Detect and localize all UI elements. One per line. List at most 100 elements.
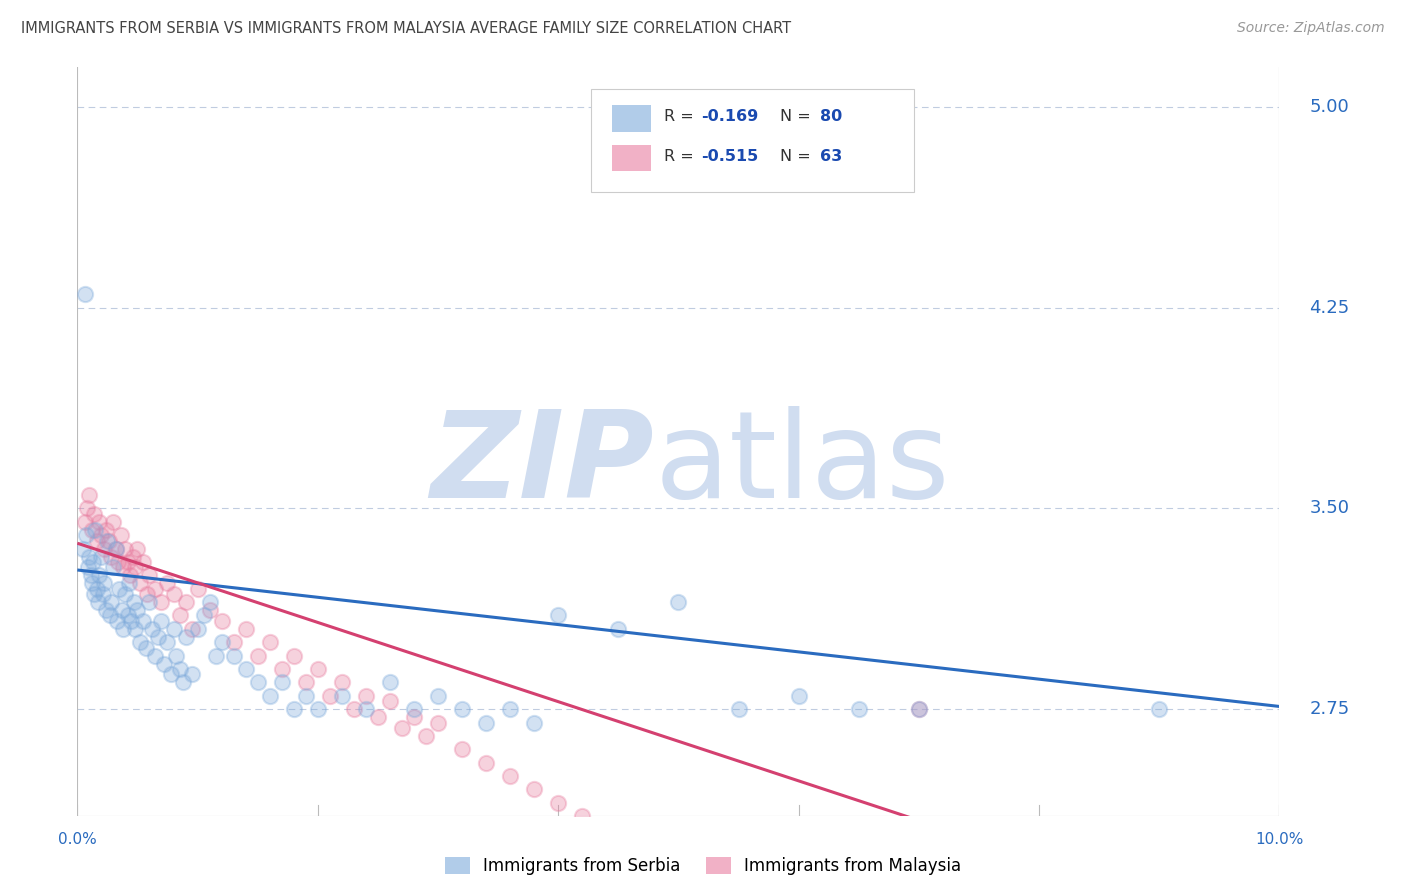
Point bbox=[343, 702, 366, 716]
Point bbox=[83, 587, 105, 601]
Point bbox=[132, 555, 155, 569]
Point bbox=[222, 648, 245, 663]
Point bbox=[169, 662, 191, 676]
Point bbox=[294, 689, 316, 703]
Point bbox=[121, 549, 143, 564]
Point bbox=[132, 614, 155, 628]
Point bbox=[186, 582, 209, 596]
Point bbox=[427, 689, 450, 703]
Point bbox=[100, 549, 122, 564]
Point bbox=[86, 582, 108, 596]
Text: -0.515: -0.515 bbox=[702, 149, 759, 163]
Point bbox=[367, 710, 389, 724]
Point bbox=[103, 515, 125, 529]
Point bbox=[307, 702, 329, 716]
Point bbox=[73, 515, 96, 529]
Point bbox=[307, 662, 329, 676]
Point bbox=[146, 630, 169, 644]
Point bbox=[180, 622, 202, 636]
Text: 10.0%: 10.0% bbox=[1256, 832, 1303, 847]
Text: R =: R = bbox=[664, 149, 699, 163]
Point bbox=[354, 689, 377, 703]
Point bbox=[120, 614, 142, 628]
Point bbox=[523, 715, 546, 730]
Point bbox=[79, 488, 101, 502]
Point bbox=[451, 742, 474, 756]
Text: ZIP: ZIP bbox=[430, 406, 654, 523]
Point bbox=[607, 622, 630, 636]
Point bbox=[93, 541, 115, 556]
Point bbox=[727, 702, 749, 716]
Point bbox=[76, 501, 98, 516]
Point bbox=[118, 576, 141, 591]
Text: 80: 80 bbox=[820, 110, 842, 124]
Point bbox=[111, 603, 134, 617]
Text: 4.25: 4.25 bbox=[1309, 299, 1350, 317]
Point bbox=[86, 533, 108, 548]
Point bbox=[120, 568, 142, 582]
Point bbox=[145, 582, 167, 596]
Point bbox=[283, 648, 305, 663]
Point bbox=[908, 702, 931, 716]
Point bbox=[270, 662, 292, 676]
Point bbox=[128, 635, 150, 649]
Point bbox=[571, 809, 593, 823]
Point bbox=[607, 822, 630, 837]
Text: -0.169: -0.169 bbox=[702, 110, 759, 124]
Point bbox=[73, 287, 96, 301]
Point bbox=[319, 689, 342, 703]
Point bbox=[156, 635, 179, 649]
Point bbox=[84, 523, 107, 537]
Point bbox=[124, 622, 146, 636]
Text: 3.50: 3.50 bbox=[1309, 500, 1350, 517]
Point bbox=[427, 715, 450, 730]
Text: 0.0%: 0.0% bbox=[58, 832, 97, 847]
Point bbox=[75, 528, 97, 542]
Point bbox=[127, 603, 149, 617]
Point bbox=[82, 555, 104, 569]
Point bbox=[136, 587, 159, 601]
Text: 5.00: 5.00 bbox=[1309, 98, 1350, 116]
Point bbox=[87, 595, 110, 609]
Point bbox=[156, 576, 179, 591]
Point bbox=[668, 595, 690, 609]
Point bbox=[127, 541, 149, 556]
Point bbox=[104, 541, 127, 556]
Point bbox=[103, 560, 125, 574]
Point bbox=[72, 541, 94, 556]
Point bbox=[80, 576, 103, 591]
Point bbox=[87, 515, 110, 529]
Point bbox=[294, 675, 316, 690]
Legend: Immigrants from Serbia, Immigrants from Malaysia: Immigrants from Serbia, Immigrants from … bbox=[444, 856, 962, 875]
Point bbox=[160, 667, 183, 681]
Point bbox=[162, 587, 184, 601]
Point bbox=[451, 702, 474, 716]
Point bbox=[391, 721, 413, 735]
Point bbox=[108, 582, 131, 596]
Point bbox=[259, 689, 281, 703]
Point bbox=[165, 648, 187, 663]
Point bbox=[100, 595, 122, 609]
Point bbox=[246, 675, 269, 690]
Text: 2.75: 2.75 bbox=[1309, 700, 1350, 718]
Point bbox=[523, 782, 546, 797]
Point bbox=[283, 702, 305, 716]
Point bbox=[111, 622, 134, 636]
Text: R =: R = bbox=[664, 110, 699, 124]
Point bbox=[259, 635, 281, 649]
Point bbox=[499, 702, 522, 716]
Point bbox=[110, 528, 132, 542]
Text: IMMIGRANTS FROM SERBIA VS IMMIGRANTS FROM MALAYSIA AVERAGE FAMILY SIZE CORRELATI: IMMIGRANTS FROM SERBIA VS IMMIGRANTS FRO… bbox=[21, 21, 792, 36]
Point bbox=[83, 507, 105, 521]
Point bbox=[235, 662, 257, 676]
Point bbox=[111, 560, 134, 574]
Point bbox=[499, 769, 522, 783]
Point bbox=[174, 630, 197, 644]
Point bbox=[180, 667, 202, 681]
Point bbox=[908, 702, 931, 716]
Point bbox=[402, 710, 425, 724]
Text: N =: N = bbox=[780, 149, 817, 163]
Point bbox=[96, 603, 118, 617]
Point bbox=[402, 702, 425, 716]
Point bbox=[150, 595, 173, 609]
